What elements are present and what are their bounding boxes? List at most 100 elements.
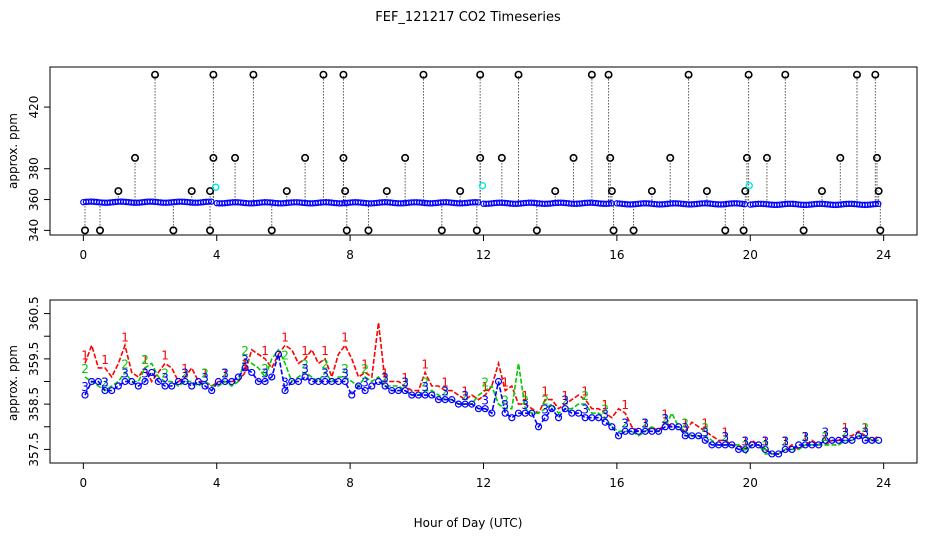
series-2-marker: 2 — [721, 430, 729, 444]
series-1-marker: 1 — [81, 348, 89, 362]
series-3-point — [795, 441, 803, 449]
series-3-line — [84, 354, 879, 455]
baseline-point — [872, 200, 879, 208]
series-3-marker: 3 — [401, 376, 409, 390]
top-x-tick-label-0: 0 — [80, 248, 88, 262]
series-1-marker: 1 — [461, 385, 469, 399]
series-3-point — [221, 377, 229, 386]
series-3-point — [614, 432, 623, 440]
series-3-point — [508, 414, 516, 422]
spike-point — [187, 187, 196, 196]
series-2-marker: 2 — [101, 376, 109, 390]
series-3-point — [361, 386, 369, 395]
series-1-marker: 1 — [601, 398, 609, 412]
bottom-x-tick-label-1: 4 — [213, 476, 221, 490]
series-3-marker: 3 — [741, 434, 749, 448]
series-3-point — [668, 423, 676, 431]
series-1-marker: 1 — [121, 330, 129, 344]
spike-point — [514, 70, 523, 79]
series-3-marker: 3 — [621, 416, 629, 430]
spike-point — [419, 70, 428, 79]
series-3-point — [348, 391, 356, 399]
series-3-point — [768, 450, 776, 458]
series-1-marker: 1 — [281, 330, 289, 344]
series-1-marker: 1 — [541, 385, 549, 399]
series-2-marker: 2 — [341, 362, 349, 376]
top-spikes — [81, 70, 885, 235]
series-3-marker: 3 — [541, 403, 549, 417]
spike-point — [742, 153, 751, 162]
spike-point — [267, 226, 276, 235]
spike-point — [799, 226, 808, 235]
series-3-point — [154, 377, 162, 386]
series-3-point — [534, 423, 543, 431]
series-3-point — [748, 441, 756, 449]
series-1-marker: 1 — [621, 398, 629, 412]
series-3-point — [701, 436, 709, 444]
top-y-tick-label-2: 380 — [27, 157, 41, 180]
series-3-point — [855, 432, 863, 440]
series-2-marker: 2 — [861, 421, 869, 435]
series-1-marker: 1 — [341, 330, 349, 344]
spike-point — [609, 226, 618, 235]
series-1-marker: 1 — [141, 353, 149, 367]
series-3-point — [581, 414, 589, 422]
series-3-point — [501, 409, 509, 417]
spike-point — [131, 153, 140, 162]
spike-point — [817, 187, 826, 196]
series-3-point — [434, 396, 443, 404]
series-1-marker: 1 — [501, 376, 509, 390]
top-panel: 0 4 8 12 16 20 24 340 360 380 420 approx. ppm — [6, 66, 918, 262]
series-3-marker: 3 — [261, 367, 269, 381]
spike-point — [781, 70, 790, 79]
series-3-marker: 3 — [181, 367, 189, 381]
series-3-point — [781, 445, 789, 454]
series-2-marker: 2 — [501, 394, 509, 408]
series-3-point — [541, 414, 549, 422]
series-3-point — [828, 436, 836, 444]
series-2-marker: 2 — [381, 371, 389, 385]
series-3-marker: 3 — [581, 403, 589, 417]
baseline-point — [205, 198, 212, 205]
spike-point — [339, 153, 348, 162]
series-2-marker: 2 — [221, 367, 229, 381]
top-x-tick-label-2: 8 — [346, 248, 354, 262]
series-3-marker: 3 — [121, 367, 129, 381]
top-plot-frame — [49, 66, 918, 236]
series-2-marker: 2 — [601, 403, 609, 417]
series-3-marker: 3 — [161, 371, 169, 385]
series-3-point — [755, 441, 763, 449]
spike-point — [872, 153, 881, 162]
series-3-point — [101, 386, 109, 395]
spike-point — [876, 226, 885, 235]
series-3-point — [661, 423, 669, 431]
series-1-marker: 1 — [641, 416, 649, 430]
series-3-point — [628, 427, 636, 435]
spike-point — [209, 70, 218, 79]
series-3-point — [474, 405, 483, 413]
series-1-marker: 1 — [741, 434, 749, 448]
series-3-point — [321, 377, 329, 386]
spike-point — [666, 153, 675, 162]
spike-point — [382, 187, 391, 196]
series-3-point — [775, 450, 783, 458]
series-3-point — [114, 382, 122, 390]
series-3-marker: 3 — [861, 425, 869, 439]
series-3-point — [761, 445, 769, 454]
bottom-x-tick-label-4: 16 — [609, 476, 624, 490]
series-3-marker: 3 — [661, 412, 669, 426]
series-3-marker: 3 — [381, 371, 389, 385]
series-1-marker: 1 — [521, 389, 529, 403]
series-3-point — [621, 427, 629, 435]
baseline-point — [605, 200, 613, 207]
series-3-marker: 3 — [321, 367, 329, 381]
series-2-marker: 2 — [461, 389, 469, 403]
cyan-point — [745, 181, 753, 190]
series-2-marker: 2 — [741, 439, 749, 453]
series-3-point — [141, 377, 149, 386]
top-x-tick-label-1: 4 — [213, 248, 221, 262]
series-2-marker: 2 — [401, 376, 409, 390]
top-y-axis-label: approx. ppm — [6, 113, 20, 189]
series-3-point — [408, 391, 416, 399]
